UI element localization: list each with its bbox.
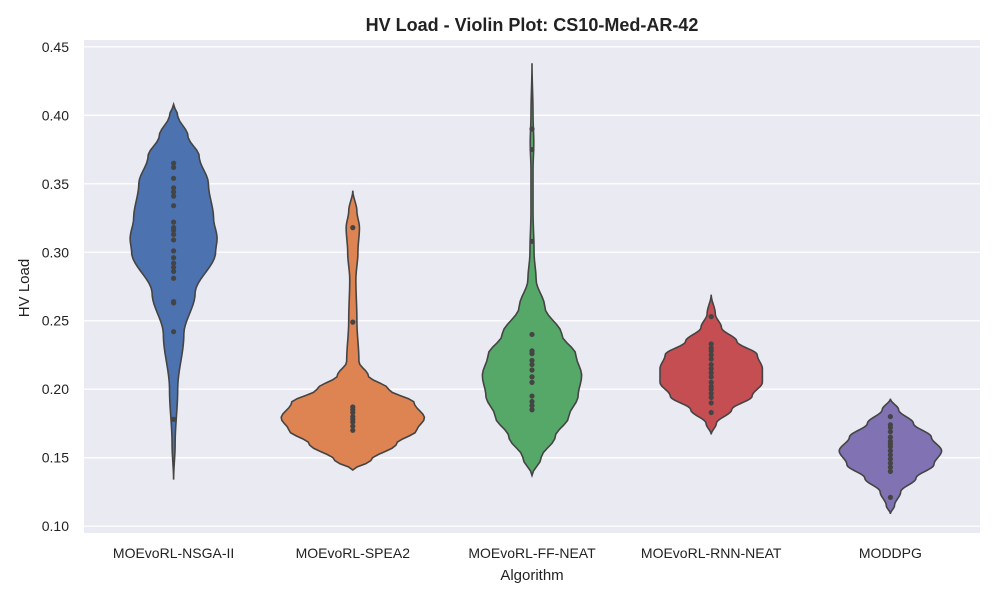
data-point xyxy=(708,379,714,385)
x-tick-label: MOEvoRL-SPEA2 xyxy=(296,545,411,561)
data-point xyxy=(171,225,177,231)
data-point xyxy=(529,146,535,153)
data-point xyxy=(171,231,177,238)
data-point xyxy=(350,427,356,433)
x-axis-label: Algorithm xyxy=(500,567,563,584)
y-tick-label: 0.25 xyxy=(42,313,69,329)
data-point xyxy=(350,225,356,231)
data-point xyxy=(350,423,356,429)
data-point xyxy=(708,370,714,376)
x-tick-labels: MOEvoRL-NSGA-II MOEvoRL-SPEA2 MOEvoRL-FF-N… xyxy=(113,545,922,561)
y-tick-label: 0.45 xyxy=(42,39,69,55)
data-point xyxy=(171,164,177,170)
data-point xyxy=(529,238,535,244)
data-point xyxy=(171,260,177,266)
y-tick-label: 0.35 xyxy=(42,176,69,192)
data-point xyxy=(350,404,356,410)
data-point xyxy=(529,393,535,399)
data-point xyxy=(171,268,177,275)
data-point xyxy=(708,366,714,372)
data-point xyxy=(171,175,177,181)
data-point xyxy=(887,456,894,462)
violin-moevorl-nsga-ii xyxy=(129,101,218,480)
data-point xyxy=(887,464,894,470)
data-point xyxy=(350,413,356,420)
data-point xyxy=(708,314,714,320)
data-point xyxy=(887,448,894,454)
data-point xyxy=(887,413,894,420)
data-points xyxy=(171,126,894,500)
x-tick-label: MOEvoRL-NSGA-II xyxy=(113,545,234,561)
data-point xyxy=(171,189,177,195)
data-point xyxy=(887,460,894,466)
data-point xyxy=(887,468,894,474)
y-axis-label: HV Load xyxy=(16,259,33,317)
data-point xyxy=(171,185,177,191)
data-point xyxy=(171,264,177,270)
data-point xyxy=(529,331,535,338)
violin-moevorl-ff-neat xyxy=(481,63,583,479)
data-point xyxy=(171,193,177,199)
data-point xyxy=(887,494,894,500)
violins xyxy=(129,63,943,514)
data-point xyxy=(171,160,177,166)
data-point xyxy=(887,429,894,435)
y-tick-labels: 0.10 0.15 0.20 0.25 0.30 0.35 0.40 0.45 xyxy=(42,39,69,534)
data-point xyxy=(708,383,714,390)
x-tick-label: MOEvoRL-FF-NEAT xyxy=(468,545,596,561)
data-point xyxy=(171,203,177,209)
data-point xyxy=(529,374,535,380)
data-point xyxy=(708,361,714,368)
data-point xyxy=(708,409,714,416)
y-tick-label: 0.40 xyxy=(42,107,69,123)
data-point xyxy=(529,367,535,373)
data-point xyxy=(350,319,356,325)
data-point xyxy=(529,126,535,132)
data-point xyxy=(529,361,535,368)
violin-moevorl-spea2 xyxy=(280,190,426,471)
data-point xyxy=(529,379,535,385)
x-tick-label: MOEvoRL-RNN-NEAT xyxy=(641,545,782,561)
data-point xyxy=(708,374,714,380)
data-point xyxy=(171,248,177,254)
data-point xyxy=(529,357,535,364)
data-point xyxy=(708,352,714,358)
data-point xyxy=(887,422,894,428)
y-tick-label: 0.20 xyxy=(42,381,69,397)
data-point xyxy=(708,345,714,351)
data-point xyxy=(887,452,894,458)
data-point xyxy=(529,407,535,413)
data-point xyxy=(708,394,714,401)
chart-title: HV Load - Violin Plot: CS10-Med-AR-42 xyxy=(366,15,699,35)
data-point xyxy=(171,298,177,305)
data-point xyxy=(529,403,535,409)
data-point xyxy=(171,329,177,335)
data-point xyxy=(171,416,177,422)
data-point xyxy=(708,390,714,396)
data-point xyxy=(171,255,177,261)
data-point xyxy=(708,400,714,406)
y-tick-label: 0.10 xyxy=(42,518,69,534)
x-tick-label: MODDPG xyxy=(859,545,922,561)
data-point xyxy=(887,438,894,444)
data-point xyxy=(529,398,535,405)
data-point xyxy=(171,237,177,243)
data-point xyxy=(708,341,714,347)
data-point xyxy=(529,348,535,354)
data-point xyxy=(171,219,177,225)
data-point xyxy=(171,275,177,281)
data-point xyxy=(708,356,714,362)
y-tick-label: 0.30 xyxy=(42,244,69,260)
y-tick-label: 0.15 xyxy=(42,450,69,466)
data-point xyxy=(887,434,894,440)
